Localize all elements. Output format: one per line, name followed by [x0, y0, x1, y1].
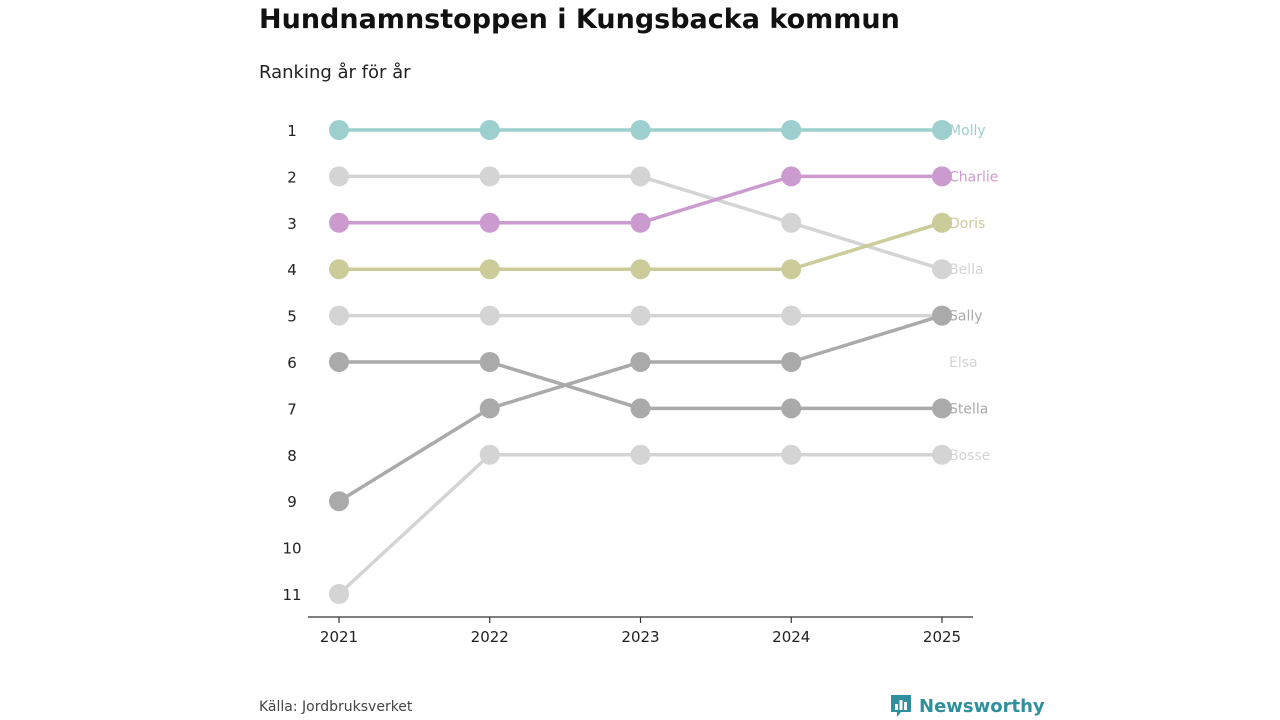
data-point-bella — [329, 166, 349, 187]
end-label-bella: Bella — [949, 262, 984, 278]
data-point-charlie — [479, 212, 500, 233]
y-tick-label: 6 — [287, 354, 297, 372]
data-point-sally — [781, 352, 802, 372]
data-point-molly — [932, 120, 952, 140]
data-point-stella — [781, 398, 802, 419]
data-point-stella — [630, 398, 651, 419]
data-point-doris — [479, 259, 500, 280]
end-label-molly: Molly — [949, 123, 986, 139]
data-point-stella — [932, 398, 952, 419]
x-tick-label: 2022 — [471, 628, 509, 646]
data-point-bella — [479, 166, 500, 187]
data-point-charlie — [781, 166, 802, 187]
data-point-sally — [479, 398, 500, 419]
data-point-bosse — [932, 444, 952, 465]
data-point-doris — [630, 259, 651, 280]
data-point-elsa — [630, 305, 651, 326]
data-point-bosse — [329, 584, 349, 604]
series-points — [329, 120, 952, 604]
y-tick-label: 10 — [282, 540, 301, 558]
y-tick-label: 9 — [287, 493, 297, 511]
data-point-charlie — [932, 166, 952, 187]
data-point-elsa — [781, 305, 802, 326]
end-label-elsa: Elsa — [949, 355, 978, 371]
y-tick-label: 11 — [282, 586, 301, 604]
x-tick-label: 2023 — [621, 628, 659, 646]
data-point-bella — [932, 259, 952, 280]
data-point-charlie — [329, 212, 349, 233]
y-tick-label: 7 — [287, 400, 297, 418]
data-point-bella — [781, 212, 802, 233]
series-end-labels: Molly Charlie Doris Bella Sally Elsa Stella Bos… — [949, 123, 998, 464]
data-point-elsa — [329, 305, 349, 326]
end-label-doris: Doris — [949, 216, 985, 232]
data-point-charlie — [630, 212, 651, 233]
data-point-sally — [329, 491, 349, 512]
bump-chart: 2021 2022 2023 2024 2025 1 2 3 4 5 6 7 8 9 10 11 Molly C… — [282, 120, 998, 646]
chart-title: Hundnamnstoppen i Kungsbacka kommun — [259, 4, 900, 35]
data-point-molly — [329, 120, 349, 140]
data-point-stella — [329, 352, 349, 372]
y-tick-label: 8 — [287, 447, 297, 465]
data-point-doris — [329, 259, 349, 280]
data-point-bosse — [479, 444, 500, 465]
x-tick-label: 2025 — [923, 628, 961, 646]
data-point-bella — [630, 166, 651, 187]
data-point-doris — [932, 212, 952, 233]
data-point-doris — [781, 259, 802, 280]
end-label-bosse: Bosse — [949, 448, 990, 464]
data-point-molly — [781, 120, 802, 140]
data-point-bosse — [781, 444, 802, 465]
axis-layer: 2021 2022 2023 2024 2025 1 2 3 4 5 6 7 8 9 10 11 — [282, 122, 973, 646]
y-tick-label: 5 — [287, 308, 297, 326]
data-point-elsa — [479, 305, 500, 326]
brand-logo: Newsworthy — [889, 693, 1045, 719]
data-point-sally — [630, 352, 651, 372]
data-point-molly — [479, 120, 500, 140]
data-point-molly — [630, 120, 651, 140]
end-label-charlie: Charlie — [949, 169, 998, 185]
chart-subtitle: Ranking år för år — [259, 62, 411, 83]
newsworthy-logo-icon — [891, 695, 911, 717]
series-line-bosse — [337, 453, 942, 596]
data-point-sally — [932, 305, 952, 326]
y-tick-label: 3 — [287, 215, 297, 233]
x-tick-label: 2024 — [772, 628, 810, 646]
y-tick-label: 2 — [287, 168, 297, 186]
data-point-bosse — [630, 444, 651, 465]
x-tick-label: 2021 — [320, 628, 358, 646]
y-tick-label: 1 — [287, 122, 297, 140]
brand-name: Newsworthy — [919, 695, 1045, 717]
end-label-sally: Sally — [949, 309, 983, 325]
y-tick-label: 4 — [287, 261, 297, 279]
source-note: Källa: Jordbruksverket — [259, 699, 413, 715]
data-point-stella — [479, 352, 500, 372]
end-label-stella: Stella — [949, 401, 988, 417]
